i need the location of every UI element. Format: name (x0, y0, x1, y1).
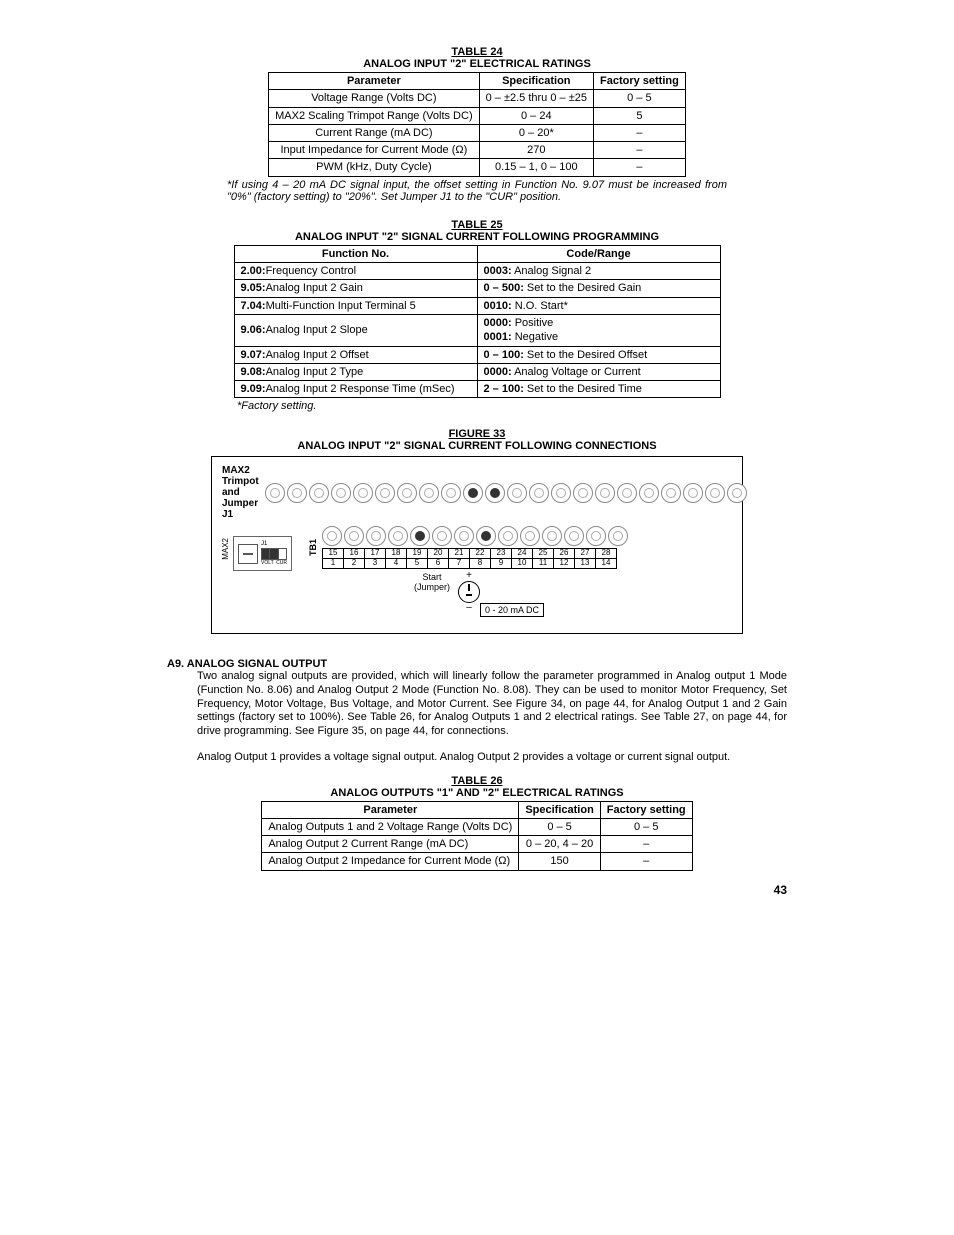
terminal (375, 483, 395, 503)
page-number: 43 (167, 883, 787, 897)
a9-body-2: Analog Output 1 provides a voltage signa… (197, 751, 787, 765)
terminal (366, 526, 386, 546)
top-terminal-strip (265, 483, 747, 503)
terminal (639, 483, 659, 503)
figure33-title: FIGURE 33 (167, 428, 787, 440)
a9-body-1: Two analog signal outputs are provided, … (197, 670, 787, 739)
terminal (322, 526, 342, 546)
terminal (564, 526, 584, 546)
terminal (551, 483, 571, 503)
terminal (388, 526, 408, 546)
table26-title: TABLE 26 (167, 775, 787, 787)
trimpot-jumper-block: MAX2 J1 VOLT CUR (222, 526, 300, 571)
tb1-label: TB1 (308, 539, 318, 556)
tb1-terminal-strip (322, 526, 628, 546)
terminal (529, 483, 549, 503)
terminal (287, 483, 307, 503)
jumper-j1-icon (261, 548, 287, 560)
terminal (441, 483, 461, 503)
terminal (498, 526, 518, 546)
terminal (617, 483, 637, 503)
terminal (542, 526, 562, 546)
table26-subtitle: ANALOG OUTPUTS "1" AND "2" ELECTRICAL RA… (167, 787, 787, 799)
terminal (476, 526, 496, 546)
table25-title: TABLE 25 (167, 219, 787, 231)
signal-source-symbol: + – (458, 571, 480, 613)
terminal (265, 483, 285, 503)
table24-subtitle: ANALOG INPUT "2" ELECTRICAL RATINGS (167, 58, 787, 70)
figure33-subtitle: ANALOG INPUT "2" SIGNAL CURRENT FOLLOWIN… (167, 440, 787, 452)
terminal (520, 526, 540, 546)
terminal (727, 483, 747, 503)
terminal (573, 483, 593, 503)
terminal (595, 483, 615, 503)
max2-label: MAX2 Trimpotand Jumper J1 (222, 465, 259, 520)
table26: ParameterSpecificationFactory settingAna… (261, 801, 692, 871)
terminal (586, 526, 606, 546)
terminal (485, 483, 505, 503)
table24-note: *If using 4 – 20 mA DC signal input, the… (227, 179, 727, 203)
max2-trimpot-icon (238, 544, 258, 564)
terminal (397, 483, 417, 503)
terminal (344, 526, 364, 546)
table24: ParameterSpecificationFactory settingVol… (268, 72, 686, 177)
j1-cur-label: CUR (276, 561, 287, 566)
j1-volt-label: VOLT (261, 561, 274, 566)
table25-footnote: *Factory setting. (237, 400, 717, 412)
terminal (507, 483, 527, 503)
terminal (309, 483, 329, 503)
terminal (705, 483, 725, 503)
terminal (419, 483, 439, 503)
terminal (331, 483, 351, 503)
signal-range-label: 0 - 20 mA DC (480, 603, 544, 617)
table25: Function No.Code/Range2.00:Frequency Con… (234, 245, 721, 399)
a9-heading: A9. ANALOG SIGNAL OUTPUT (167, 658, 787, 670)
table25-subtitle: ANALOG INPUT "2" SIGNAL CURRENT FOLLOWIN… (167, 231, 787, 243)
terminal (432, 526, 452, 546)
terminal (353, 483, 373, 503)
terminal (410, 526, 430, 546)
terminal-number-grid: 1511621731841952062172282392410251126122… (322, 548, 628, 569)
max2-vert-label: MAX2 (222, 538, 230, 560)
start-jumper-label: Start(Jumper) (414, 573, 450, 593)
terminal (661, 483, 681, 503)
terminal (454, 526, 474, 546)
figure33: MAX2 Trimpotand Jumper J1 MAX2 J1 VOLT C… (211, 456, 743, 634)
j1-label: J1 (261, 541, 287, 547)
terminal (683, 483, 703, 503)
terminal (463, 483, 483, 503)
terminal (608, 526, 628, 546)
table24-title: TABLE 24 (167, 46, 787, 58)
